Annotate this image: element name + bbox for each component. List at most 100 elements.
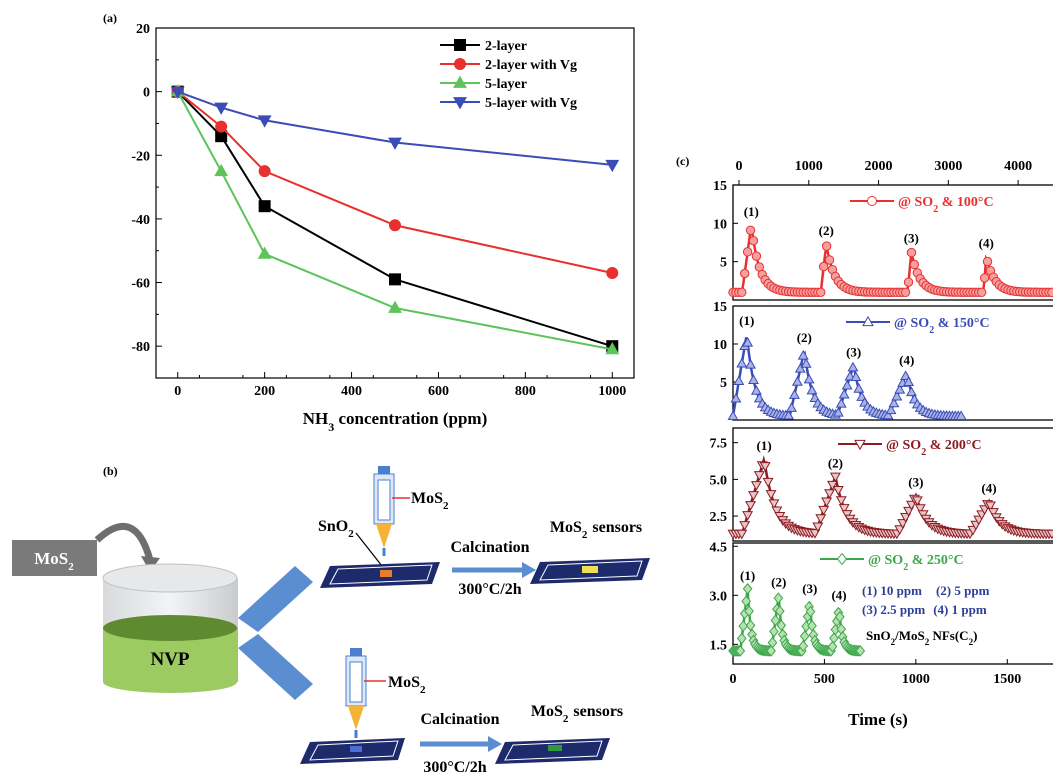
pulse-label: (2) <box>828 455 843 470</box>
pulse-label: (4) <box>981 480 996 495</box>
subplot-frame <box>732 427 1053 542</box>
curve-marker <box>745 619 756 632</box>
data-point <box>258 200 271 213</box>
curve-marker <box>773 592 784 604</box>
curve-marker <box>744 605 754 617</box>
panel-c-x-axis-label: Time (s) <box>848 710 908 729</box>
sensors-bottom-label: MoS2 sensors <box>531 703 623 725</box>
data-point <box>214 163 229 177</box>
data-point <box>214 102 229 115</box>
legend-label: 5-layer <box>485 77 527 92</box>
nvp-label: NVP <box>150 649 189 670</box>
bottom-tick-label: 1000 <box>902 672 930 687</box>
curve-marker <box>888 397 900 408</box>
subplot-frame <box>732 305 1053 421</box>
panel-a-legend: 2-layer 2-layer with Vg 5-layer 5-layer wit… <box>440 39 577 111</box>
legend-marker <box>836 552 848 566</box>
curve-marker <box>800 358 812 368</box>
pulse-label: (4) <box>979 235 994 250</box>
curve-marker <box>737 287 747 298</box>
temp-bottom: 300°C/2h <box>423 759 486 776</box>
curve-marker <box>976 287 987 298</box>
curve-marker <box>1046 529 1053 540</box>
curve-marker <box>850 371 862 382</box>
panel-c-bottom-axis: 0 500 1000 1500 <box>730 659 1021 687</box>
curve-marker <box>767 636 778 649</box>
curve-marker <box>982 256 993 267</box>
y-tick-label: 3.0 <box>710 589 728 604</box>
panel-a-x-axis-label: NH3 concentration (ppm) <box>303 409 487 434</box>
legend-marker <box>867 196 877 206</box>
curve-marker <box>736 529 748 540</box>
top-tick-label: 1000 <box>795 159 823 174</box>
data-point <box>389 219 401 232</box>
curve-marker <box>730 392 742 403</box>
y-tick-label: 5.0 <box>710 473 728 488</box>
curve-marker <box>738 620 749 632</box>
curve-marker <box>847 361 859 372</box>
curve-marker <box>903 506 915 517</box>
curve-marker <box>794 362 806 373</box>
curve-marker <box>751 251 762 261</box>
data-point <box>215 120 228 133</box>
curve-marker <box>803 373 815 384</box>
curve-marker <box>900 513 912 523</box>
curve-marker <box>769 625 779 638</box>
y-tick-label: 2.5 <box>710 510 728 525</box>
pulse-label: (1) <box>756 438 771 453</box>
subplot-frame <box>732 184 1053 301</box>
pour-arrow-head <box>141 556 160 572</box>
curve-marker <box>740 268 750 279</box>
curve-marker <box>832 406 844 417</box>
panel-c-concentration-note: (1) 10 ppm (2) 5 ppm (3) 2.5 ppm (4) 1 ppm… <box>862 583 990 647</box>
curve-marker <box>824 489 836 499</box>
curve-marker <box>765 490 777 500</box>
top-tick-label: 3000 <box>934 159 962 174</box>
curve-marker <box>736 357 748 368</box>
y-tick-label: 0 <box>143 86 150 101</box>
data-point <box>389 273 401 286</box>
x-tick-label: 0 <box>174 384 181 399</box>
curve-marker <box>829 472 841 483</box>
pulse-label: (1) <box>744 204 759 219</box>
curve-marker <box>855 645 866 657</box>
x-tick-label: 400 <box>341 384 362 399</box>
curve-marker <box>748 491 759 501</box>
pulse-label: (1) <box>740 568 755 583</box>
note-line-1: (1) 10 ppm (2) 5 ppm <box>862 583 990 598</box>
data-point <box>605 159 620 173</box>
sensors-top-label: MoS2 sensors <box>550 519 642 541</box>
syringe-bottom-label: MoS2 <box>388 674 426 696</box>
curve-marker <box>903 277 914 287</box>
pulse-label: (1) <box>739 313 754 328</box>
curve-marker <box>1047 287 1053 298</box>
curve-marker <box>735 645 746 657</box>
curve-marker <box>742 247 753 257</box>
curve-marker <box>818 261 829 272</box>
curve-marker <box>762 477 774 488</box>
y-tick-label: 7.5 <box>710 437 728 452</box>
series-line <box>177 90 613 274</box>
y-tick-label: -60 <box>131 277 150 292</box>
subplot: 5 10 15 (1) (2) (3) (4) @ SO2 & 150°C <box>713 300 1053 421</box>
curve-marker <box>759 462 771 472</box>
curve-marker <box>783 409 795 420</box>
sno2-pointer <box>355 532 383 567</box>
x-tick-label: 200 <box>254 384 275 399</box>
curve-marker <box>748 235 759 246</box>
pour-arrow <box>94 522 154 561</box>
curve-marker <box>891 390 903 401</box>
x-tick-label: 800 <box>515 384 536 399</box>
legend-marker <box>454 39 466 51</box>
curve-marker <box>745 501 757 511</box>
panel-a-series <box>170 84 620 355</box>
panel-b-label: (b) <box>103 464 118 478</box>
curve-marker <box>774 605 785 617</box>
curve-marker <box>838 388 850 399</box>
curve-marker <box>914 504 926 514</box>
curve-marker <box>805 605 816 618</box>
curve-marker <box>745 225 756 235</box>
data-point <box>388 300 402 313</box>
curve-marker <box>742 582 753 595</box>
